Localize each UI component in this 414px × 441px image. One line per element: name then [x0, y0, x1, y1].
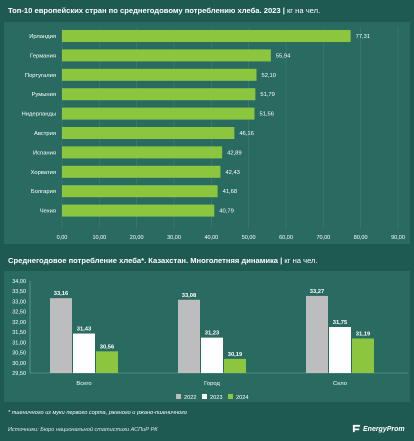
value-label: 30,56 — [100, 344, 115, 350]
bar — [62, 204, 215, 217]
legend-swatch-2024 — [228, 394, 233, 399]
x-tick-label: 90,00 — [391, 235, 405, 241]
chart2-title: Среднегодовое потребление хлеба*. Казахс… — [8, 256, 318, 265]
chart1-title: Топ-10 европейских стран по среднегодово… — [8, 6, 321, 15]
bar-2023 — [73, 333, 95, 373]
bar — [62, 185, 218, 198]
y-tick-label: 30,00 — [12, 361, 26, 367]
bar-2024 — [352, 338, 374, 373]
y-tick-label: 33,50 — [12, 289, 26, 295]
x-tick-label: 10,00 — [92, 235, 106, 241]
value-label: 42,89 — [227, 150, 242, 156]
y-tick-label: 33,00 — [12, 299, 26, 305]
bar — [62, 146, 223, 159]
x-tick-label: 30,00 — [167, 235, 181, 241]
bar — [62, 30, 351, 42]
value-label: 33,16 — [54, 291, 69, 297]
value-label: 55,94 — [276, 53, 291, 59]
source-note: Источники: Бюро национальной статистики … — [8, 427, 158, 433]
category-label: Ирландия — [29, 34, 56, 40]
category-label: Германия — [30, 53, 56, 59]
value-label: 31,75 — [333, 320, 348, 326]
logo-icon — [352, 424, 361, 433]
value-label: 33,27 — [310, 289, 325, 295]
bar — [62, 127, 235, 139]
legend-label-2022: 2022 — [184, 395, 196, 401]
bar-2022 — [178, 299, 200, 373]
value-label: 33,08 — [182, 293, 197, 299]
legend-swatch-2022 — [176, 394, 181, 399]
bar-2023 — [329, 327, 351, 373]
y-tick-label: 29,50 — [12, 371, 26, 377]
bar — [62, 49, 271, 62]
value-label: 30,19 — [228, 352, 243, 358]
value-label: 31,23 — [205, 331, 220, 337]
footnote: * пшеничного из муки первого сорта, ржан… — [8, 410, 187, 416]
x-tick-label: 80,00 — [354, 235, 368, 241]
value-label: 46,16 — [239, 131, 254, 137]
category-label: Румыния — [32, 92, 56, 98]
value-label: 31,43 — [77, 327, 92, 333]
energyprom-logo: EnergyProm — [352, 424, 405, 433]
bar-2022 — [306, 295, 328, 373]
bar-2024 — [96, 351, 118, 373]
bar-2024 — [224, 358, 246, 373]
value-label: 41,68 — [223, 189, 238, 195]
y-tick-label: 31,00 — [12, 340, 26, 346]
y-tick-label: 30,50 — [12, 351, 26, 357]
value-label: 52,10 — [262, 73, 277, 79]
value-label: 51,79 — [260, 92, 275, 98]
value-label: 31,19 — [356, 331, 371, 337]
category-label: Хорватия — [31, 170, 56, 176]
category-label: Чехия — [40, 209, 56, 215]
x-tick-label: 40,00 — [204, 235, 218, 241]
y-tick-label: 32,00 — [12, 320, 26, 326]
category-label: Австрия — [34, 131, 56, 137]
category-label: Всего — [76, 381, 91, 387]
value-label: 42,43 — [225, 170, 240, 176]
value-label: 40,79 — [219, 209, 234, 215]
x-tick-label: 50,00 — [242, 235, 256, 241]
x-tick-label: 60,00 — [279, 235, 293, 241]
bar — [62, 165, 221, 178]
x-tick-label: 20,00 — [130, 235, 144, 241]
bar-2023 — [201, 337, 223, 373]
x-tick-label: 0,00 — [57, 235, 68, 241]
y-tick-label: 31,50 — [12, 330, 26, 336]
bar-2022 — [50, 298, 72, 373]
legend-swatch-2023 — [202, 394, 207, 399]
bar — [62, 107, 255, 120]
category-label: Город — [204, 381, 220, 387]
bar — [62, 68, 257, 81]
top10-bar-chart: 0,00 10,00 20,00 30,00 40,00 50,00 60,00 70,00 8… — [22, 28, 405, 241]
category-label: Болгария — [31, 189, 56, 195]
legend-label-2024: 2024 — [236, 395, 248, 401]
y-tick-label: 34,00 — [12, 279, 26, 285]
category-label: Нидерланды — [22, 112, 56, 118]
value-label: 51,56 — [259, 112, 274, 118]
legend-label-2023: 2023 — [210, 395, 222, 401]
category-label: Португалия — [25, 73, 56, 79]
category-label: Село — [333, 381, 347, 387]
bar — [62, 88, 256, 101]
value-label: 77,31 — [356, 34, 371, 40]
category-label: Испания — [33, 150, 56, 156]
y-tick-label: 32,50 — [12, 310, 26, 316]
x-tick-label: 70,00 — [316, 235, 330, 241]
